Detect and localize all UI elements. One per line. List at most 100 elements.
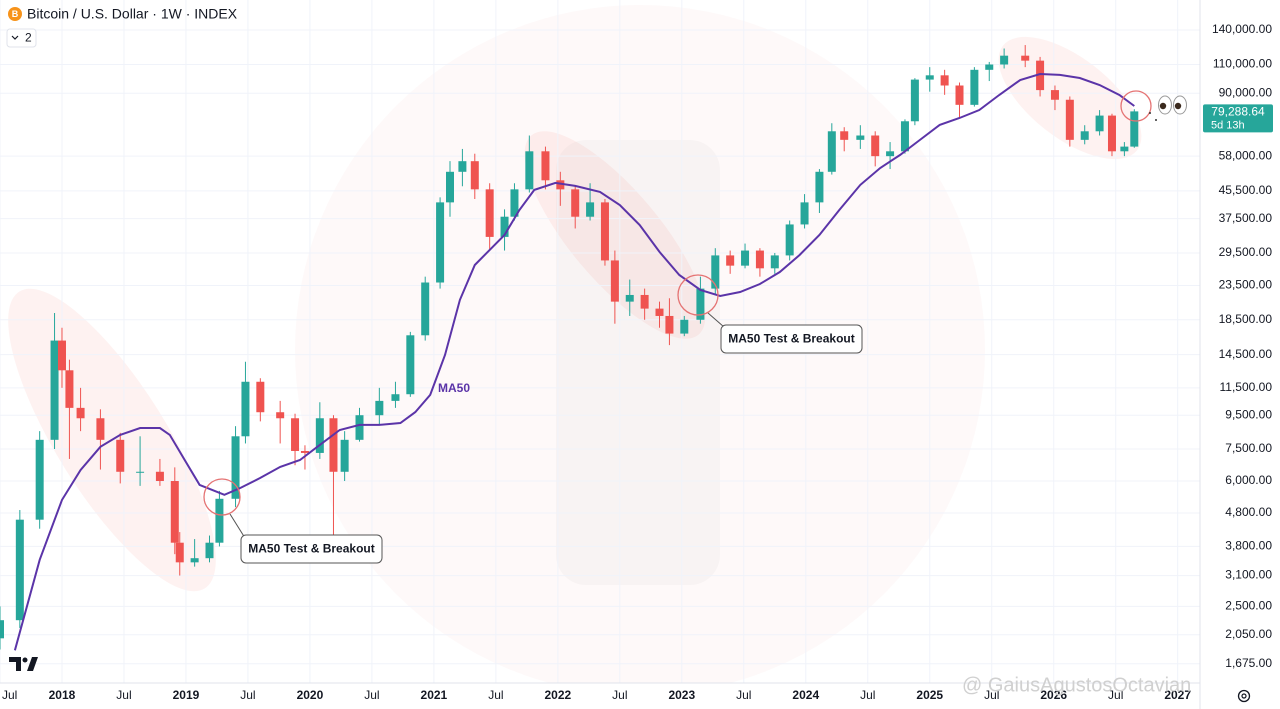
candle-body [970,69,979,105]
candle-body [315,418,324,453]
candle-body [1021,55,1030,61]
candle-body [500,216,509,237]
candle-body [116,439,125,472]
candle-body [215,498,224,543]
y-tick-label: 90,000.00 [1219,85,1273,99]
candle-body [291,418,300,451]
candle-body [458,161,467,172]
candle-body [35,439,44,520]
candle-body [190,558,199,563]
candle-body [625,294,634,302]
y-tick-label: 14,500.00 [1219,347,1273,361]
candle-body [665,315,674,334]
annotation-connector [229,513,246,539]
settings-icon[interactable] [1237,689,1251,703]
candle-body [96,418,105,440]
candle-body [1080,131,1089,140]
candle-body [856,135,865,140]
x-tick-label: 2018 [49,688,76,702]
dot [1149,112,1151,114]
candle-body [696,288,705,320]
candle-body [510,189,519,217]
x-tick-label: 2026 [1040,688,1067,702]
indicator-count: 2 [25,31,32,45]
annotation-circle [1120,90,1152,122]
x-tick-label: 2025 [916,688,943,702]
annotation-box [720,324,863,354]
grid [0,0,1200,683]
candle-body [231,436,240,499]
x-tick-label: Jul [860,688,875,702]
candle-body [610,260,619,302]
candle-body [65,370,74,408]
candle-body [391,394,400,401]
candle-body [1000,55,1009,65]
series-label: MA50 [438,381,470,395]
eyes-icon [1149,95,1187,121]
candle-body [1065,99,1074,140]
x-tick-label: Jul [488,688,503,702]
y-tick-label: 9,500.00 [1225,407,1272,421]
ma-line [13,72,1135,651]
pupil [1159,102,1167,110]
candle-body [910,79,919,122]
y-tick-label: 140,000.00 [1212,22,1272,36]
candle-body [711,255,720,289]
x-tick-label: 2022 [544,688,571,702]
candle-body [1050,90,1059,100]
coin-icon-glyph: B [12,9,19,19]
y-tick-label: 110,000.00 [1213,57,1272,71]
candle-body [355,415,364,440]
candle-body [241,381,250,437]
annotation-text: MA50 Test & Breakout [248,542,374,556]
watermark: @ GaiusAgustosOctavian [962,674,1191,696]
candle-body [1095,115,1104,132]
dot [1155,119,1157,121]
candle-body [571,189,580,217]
x-tick-label: 2024 [792,688,819,702]
candle-body [871,135,880,157]
candle-body [680,319,689,334]
x-tick-label: Jul [116,688,131,702]
y-tick-label: 58,000.00 [1219,148,1273,162]
candle-body [770,255,779,269]
candle-body [170,481,179,543]
candle-body [586,202,595,217]
annotation: MA50 Test & Breakout [677,274,863,354]
candle-body [955,85,964,105]
coin-icon [8,7,22,21]
y-tick-label: 2,050.00 [1225,627,1272,641]
candle-body [815,171,824,203]
candle-body [155,471,164,482]
x-tick-label: Jul [2,688,17,702]
annotation-connector [707,312,725,328]
candle-body [329,418,338,472]
candle-body [785,224,794,256]
annotation-circle [677,274,719,316]
candle-body [175,542,184,563]
candle-body [525,151,534,190]
candle-body [276,412,285,419]
pupil [1174,102,1182,110]
y-tick-label: 29,500.00 [1219,245,1273,259]
candle-body [640,294,649,309]
price-tag-box [1203,104,1273,133]
annotation-text: MA50 Test & Breakout [728,332,854,346]
candle-body [256,381,265,413]
candle-body [57,340,66,371]
candle-body [50,340,59,440]
annotation-box [240,534,383,564]
y-tick-label: 45,500.00 [1219,183,1273,197]
x-tick-label: 2021 [421,688,448,702]
candle-body [600,202,609,261]
candle-body [726,255,735,266]
candle-body [985,64,994,70]
tv-logo [9,657,38,671]
candle-body [1120,146,1129,152]
indicator-toggle[interactable] [6,28,37,48]
candle-body [827,131,836,172]
